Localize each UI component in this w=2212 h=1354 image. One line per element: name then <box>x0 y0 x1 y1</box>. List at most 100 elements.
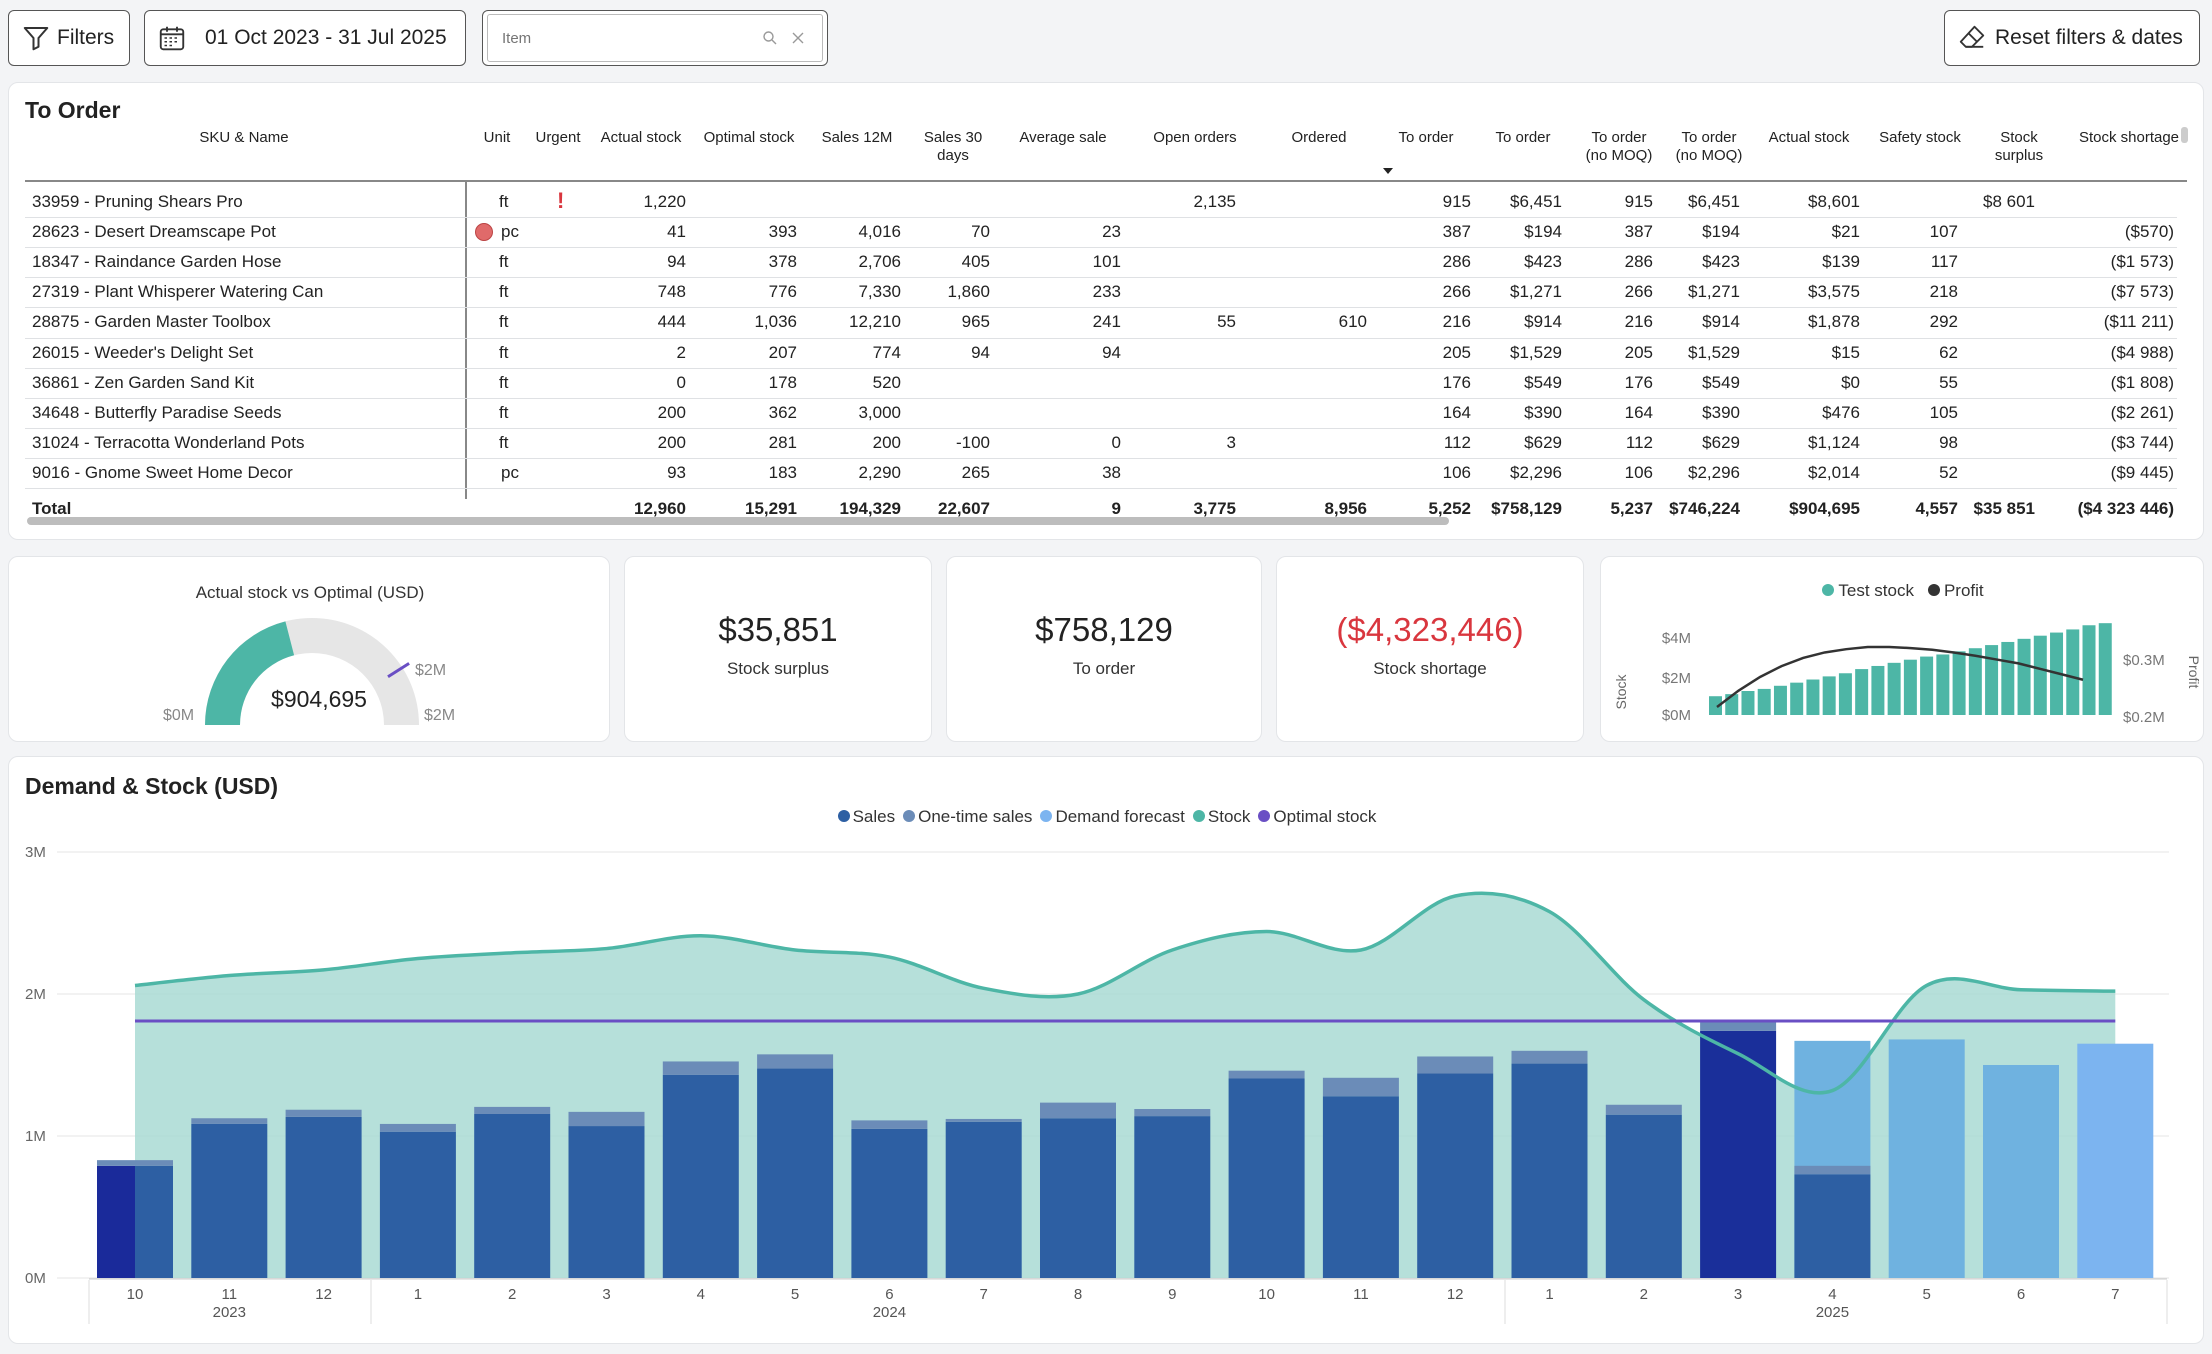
legend-item[interactable]: Demand forecast <box>1040 807 1185 827</box>
one-time-sales-bar[interactable] <box>191 1118 268 1124</box>
search-icon[interactable] <box>762 30 778 46</box>
mini-bar[interactable] <box>1887 662 1901 715</box>
sales-bar[interactable] <box>191 1123 268 1278</box>
mini-bar[interactable] <box>1871 665 1885 715</box>
table-vertical-scrollbar[interactable] <box>2181 127 2188 143</box>
sales-bar[interactable] <box>1605 1114 1682 1278</box>
sales-bar[interactable] <box>1417 1073 1494 1278</box>
mini-bar[interactable] <box>1855 669 1869 715</box>
mini-bar[interactable] <box>1920 656 1934 715</box>
clear-icon[interactable] <box>790 30 806 46</box>
sales-bar[interactable] <box>97 1165 135 1278</box>
column-header[interactable]: Open orders <box>1153 129 1237 146</box>
column-header[interactable]: Unit <box>483 129 511 146</box>
one-time-sales-bar[interactable] <box>1134 1109 1211 1117</box>
legend-item[interactable]: Sales <box>837 807 895 827</box>
legend-test-stock[interactable]: Test stock <box>1822 581 1914 601</box>
row-sku-name[interactable]: 27319 - Plant Whisperer Watering Can <box>32 282 324 302</box>
mini-bar[interactable] <box>1968 648 1982 715</box>
column-header[interactable]: Sales 30 days <box>923 129 983 164</box>
legend-item[interactable]: One-time sales <box>903 807 1032 827</box>
sales-bar[interactable] <box>1322 1096 1399 1278</box>
one-time-sales-bar[interactable] <box>1605 1104 1682 1115</box>
row-sku-name[interactable]: 9016 - Gnome Sweet Home Decor <box>32 462 293 482</box>
one-time-sales-bar[interactable] <box>97 1160 173 1166</box>
column-header[interactable]: Average sale <box>1019 129 1107 146</box>
one-time-sales-bar[interactable] <box>379 1123 456 1132</box>
mini-bar[interactable] <box>2082 625 2096 715</box>
mini-bar[interactable] <box>1838 673 1852 715</box>
sales-bar[interactable] <box>757 1068 834 1278</box>
mini-bar[interactable] <box>1806 679 1820 715</box>
legend-item[interactable]: Optimal stock <box>1258 807 1376 827</box>
mini-bar[interactable] <box>2017 638 2031 715</box>
one-time-sales-bar[interactable] <box>474 1106 551 1114</box>
mini-bar[interactable] <box>1790 682 1804 715</box>
forecast-bar[interactable] <box>1888 1039 1965 1278</box>
table-horizontal-scrollbar[interactable] <box>27 517 1449 525</box>
column-header[interactable]: To order <box>1495 129 1551 146</box>
sales-bar[interactable] <box>1794 1174 1871 1278</box>
one-time-sales-bar[interactable] <box>757 1054 834 1069</box>
sales-bar[interactable] <box>1134 1116 1211 1278</box>
one-time-sales-bar[interactable] <box>851 1120 928 1129</box>
column-header[interactable]: Ordered <box>1291 129 1347 146</box>
column-header[interactable]: Sales 12M <box>821 129 893 146</box>
column-header[interactable]: Stock surplus <box>1994 129 2044 164</box>
sales-bar[interactable] <box>285 1116 362 1278</box>
row-sku-name[interactable]: 31024 - Terracotta Wonderland Pots <box>32 432 305 452</box>
sales-bar[interactable] <box>1700 1030 1777 1278</box>
column-header[interactable]: Actual stock <box>600 129 682 146</box>
sales-bar[interactable] <box>379 1131 456 1278</box>
column-header[interactable]: SKU & Name <box>199 129 289 146</box>
sales-bar[interactable] <box>474 1113 551 1278</box>
one-time-sales-bar[interactable] <box>1040 1102 1116 1119</box>
column-header[interactable]: To order (no MOQ) <box>1585 129 1653 164</box>
sales-bar[interactable] <box>568 1126 645 1278</box>
date-range-picker[interactable]: 01 Oct 2023 - 31 Jul 2025 <box>144 10 466 66</box>
row-sku-name[interactable]: 26015 - Weeder's Delight Set <box>32 342 254 362</box>
column-header[interactable]: Urgent <box>535 129 581 146</box>
one-time-sales-bar[interactable] <box>1417 1056 1494 1074</box>
mini-bar[interactable] <box>2001 641 2015 715</box>
mini-bar[interactable] <box>2098 623 2112 715</box>
mini-bar[interactable] <box>2066 629 2080 715</box>
legend-item[interactable]: Stock <box>1192 807 1250 827</box>
column-header[interactable]: Safety stock <box>1879 129 1961 146</box>
mini-bar[interactable] <box>1952 651 1966 715</box>
row-sku-name[interactable]: 33959 - Pruning Shears Pro <box>32 192 243 211</box>
row-sku-name[interactable]: 36861 - Zen Garden Sand Kit <box>32 372 255 392</box>
mini-bar[interactable] <box>1741 691 1755 715</box>
one-time-sales-bar[interactable] <box>1794 1165 1871 1175</box>
one-time-sales-bar[interactable] <box>1228 1070 1305 1079</box>
one-time-sales-bar[interactable] <box>1322 1077 1399 1097</box>
mini-bar[interactable] <box>1709 696 1722 715</box>
sort-desc-icon[interactable] <box>1382 167 1394 175</box>
column-header[interactable]: Actual stock <box>1768 129 1850 146</box>
one-time-sales-bar[interactable] <box>568 1111 645 1127</box>
one-time-sales-bar[interactable] <box>285 1109 362 1117</box>
sales-bar[interactable] <box>662 1074 739 1278</box>
mini-bar[interactable] <box>1822 676 1836 715</box>
row-sku-name[interactable]: 34648 - Butterfly Paradise Seeds <box>32 402 282 422</box>
one-time-sales-bar[interactable] <box>662 1061 739 1075</box>
mini-bar[interactable] <box>1903 659 1917 715</box>
one-time-sales-bar[interactable] <box>1511 1050 1588 1064</box>
mini-bar[interactable] <box>1773 685 1787 715</box>
row-sku-name[interactable]: 28875 - Garden Master Toolbox <box>32 312 271 332</box>
forecast-bar[interactable] <box>1983 1065 2059 1278</box>
column-header[interactable]: Optimal stock <box>703 129 795 146</box>
column-header[interactable]: To order (no MOQ) <box>1675 129 1743 164</box>
row-sku-name[interactable]: 28623 - Desert Dreamscape Pot <box>32 222 276 242</box>
filters-button[interactable]: Filters <box>8 10 130 66</box>
column-header[interactable]: To order <box>1398 129 1454 146</box>
sales-bar[interactable] <box>945 1121 1022 1278</box>
row-sku-name[interactable]: 18347 - Raindance Garden Hose <box>32 252 282 272</box>
column-header[interactable]: Stock shortage <box>2078 129 2180 146</box>
legend-profit[interactable]: Profit <box>1927 581 1984 601</box>
mini-bar[interactable] <box>1936 654 1950 715</box>
sales-bar[interactable] <box>135 1165 173 1278</box>
sales-bar[interactable] <box>851 1128 928 1278</box>
sales-bar[interactable] <box>1040 1118 1116 1278</box>
mini-bar[interactable] <box>2033 635 2047 715</box>
